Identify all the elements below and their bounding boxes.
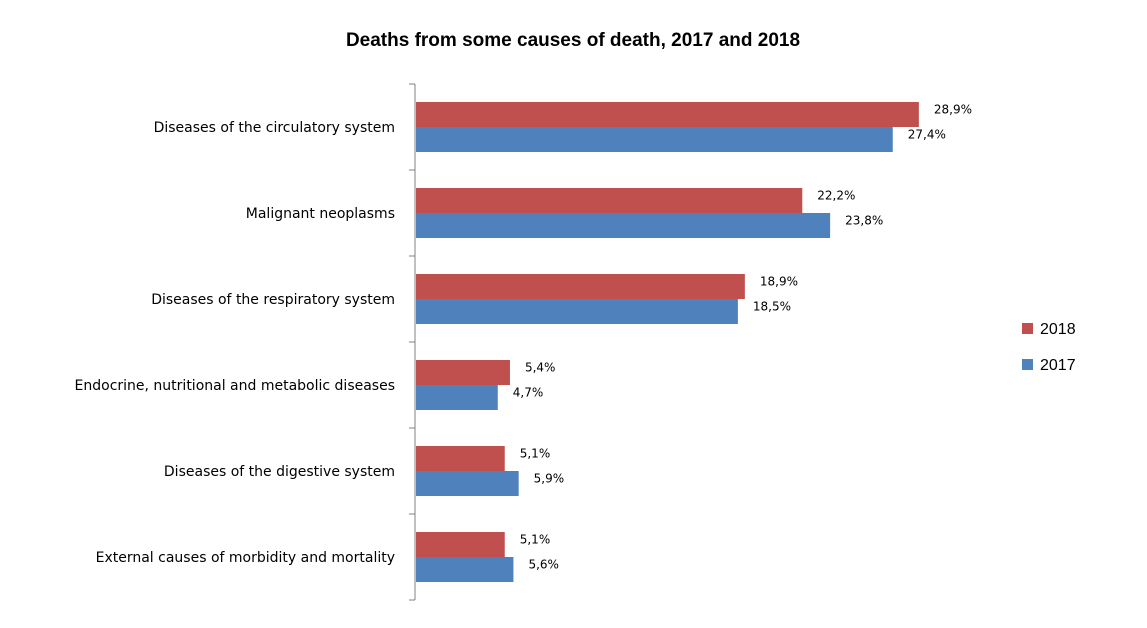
category-label: Malignant neoplasms bbox=[246, 206, 395, 222]
bar-2017-4 bbox=[416, 471, 519, 496]
chart-title: Deaths from some causes of death, 2017 a… bbox=[346, 30, 800, 51]
bar-2017-0 bbox=[416, 127, 893, 152]
data-label-2017: 5,9% bbox=[534, 472, 565, 486]
data-label-2018: 5,1% bbox=[520, 533, 551, 547]
data-label-2018: 5,1% bbox=[520, 447, 551, 461]
bar-2018-3 bbox=[416, 360, 510, 385]
bar-2018-1 bbox=[416, 188, 803, 213]
bar-2017-5 bbox=[416, 557, 514, 582]
category-label: Endocrine, nutritional and metabolic dis… bbox=[75, 378, 395, 394]
y-axis bbox=[409, 83, 416, 601]
data-label-2017: 4,7% bbox=[513, 386, 544, 400]
bar-2017-1 bbox=[416, 213, 831, 238]
data-label-2017: 27,4% bbox=[908, 128, 946, 142]
bar-2018-0 bbox=[416, 102, 919, 127]
legend-swatch-2018 bbox=[1022, 323, 1033, 334]
labels: Diseases of the circulatory system 28,9% 2… bbox=[75, 103, 972, 572]
data-label-2017: 5,6% bbox=[528, 558, 559, 572]
bars bbox=[416, 102, 919, 582]
category-label: Diseases of the respiratory system bbox=[151, 292, 395, 308]
legend: 2018 2017 bbox=[1022, 321, 1076, 374]
category-label: Diseases of the digestive system bbox=[164, 464, 395, 480]
data-label-2017: 18,5% bbox=[753, 300, 791, 314]
bar-2018-4 bbox=[416, 446, 505, 471]
bar-2017-3 bbox=[416, 385, 498, 410]
data-label-2018: 18,9% bbox=[760, 275, 798, 289]
legend-label-2017: 2017 bbox=[1040, 357, 1076, 374]
legend-label-2018: 2018 bbox=[1040, 321, 1076, 338]
category-label: External causes of morbidity and mortali… bbox=[96, 550, 395, 566]
data-label-2018: 28,9% bbox=[934, 103, 972, 117]
legend-swatch-2017 bbox=[1022, 359, 1033, 370]
data-label-2018: 5,4% bbox=[525, 361, 556, 375]
category-label: Diseases of the circulatory system bbox=[154, 120, 395, 136]
data-label-2018: 22,2% bbox=[817, 189, 855, 203]
bar-2018-5 bbox=[416, 532, 505, 557]
bar-2018-2 bbox=[416, 274, 745, 299]
data-label-2017: 23,8% bbox=[845, 214, 883, 228]
bar-2017-2 bbox=[416, 299, 738, 324]
